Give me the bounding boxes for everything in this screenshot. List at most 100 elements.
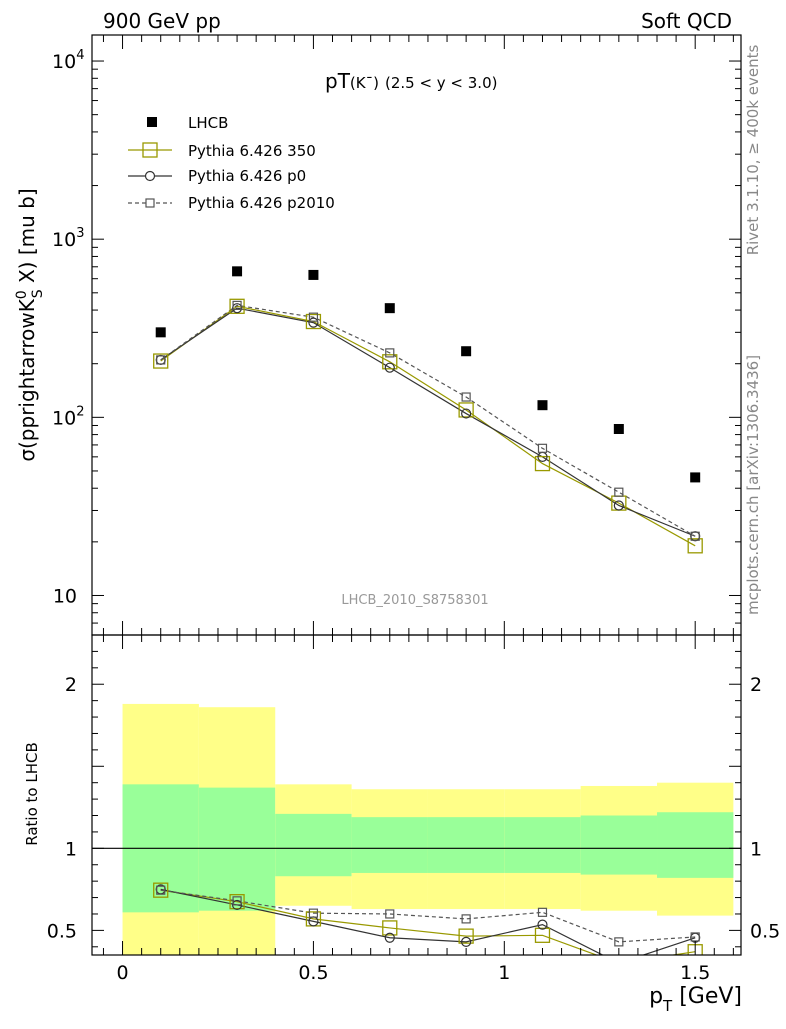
ratio-point-p2010 xyxy=(308,908,319,918)
main-point-p0 xyxy=(613,500,624,511)
main-point-p2010 xyxy=(461,392,471,402)
legend-label-p0: Pythia 6.426 p0 xyxy=(188,167,306,185)
legend-label-350: Pythia 6.426 350 xyxy=(188,142,316,160)
ratio-point-p2010 xyxy=(156,885,166,895)
ratio-point-p2010 xyxy=(614,937,624,947)
header-left: 900 GeV pp xyxy=(103,9,221,33)
main-point-p0 xyxy=(308,317,319,328)
main-point-350 xyxy=(229,298,245,314)
xlabel: pT [GeV] xyxy=(649,984,742,1015)
ratio-point-p2010 xyxy=(690,932,700,942)
ratio-point-p0 xyxy=(537,919,548,930)
ratio-band-stat xyxy=(427,817,505,873)
legend: LHCB Pythia 6.426 350 Pythia 6.426 p0 Py… xyxy=(128,114,335,212)
plot-title-range: (2.5 < y < 3.0) xyxy=(385,74,498,92)
plot-title-sub: (Kˉ) xyxy=(350,74,379,92)
ylabel-b: X) [mu b] xyxy=(15,188,39,289)
main-ytick-label: 10 xyxy=(53,585,77,607)
main-series-line xyxy=(160,305,696,547)
ratio-series-line xyxy=(160,889,696,955)
ratio-point-350 xyxy=(534,927,551,943)
ratio-point-p2010 xyxy=(537,907,548,917)
ratio-point-350 xyxy=(458,928,474,944)
main-point-lhcb xyxy=(690,472,701,483)
main-point-p2010 xyxy=(614,487,624,497)
main-point-p2010 xyxy=(232,300,242,310)
ratio-ytick-label: 2 xyxy=(65,674,77,696)
ratio-ytick-label-right: 2 xyxy=(750,674,762,696)
plot-title: pT(Kˉ) (2.5 < y < 3.0) xyxy=(325,69,497,93)
ratio-band-stat xyxy=(657,812,734,878)
ratio-frame xyxy=(91,634,742,956)
ratio-ytick-label-right: 0.5 xyxy=(750,920,780,942)
main-ytick-label: 103 xyxy=(52,226,84,251)
legend-marker-p0 xyxy=(144,170,156,182)
main-point-lhcb xyxy=(232,266,243,277)
main-point-350 xyxy=(305,313,322,330)
watermark: LHCB_2010_S8758301 xyxy=(341,593,488,608)
ylabel-a: σ(pprightarrowK xyxy=(15,298,39,461)
ratio-series-group xyxy=(153,882,703,970)
main-point-p2010 xyxy=(537,443,548,453)
xtick-label: 1.5 xyxy=(680,962,710,984)
xtick-label: 1 xyxy=(498,962,510,984)
xlabel-unit: [GeV] xyxy=(672,984,742,1009)
ratio-band-stat xyxy=(275,813,352,877)
ratio-point-350 xyxy=(229,894,245,910)
main-ylabel: σ(pprightarrowK0S X) [mu b] xyxy=(14,188,46,461)
main-ytick-label: 102 xyxy=(52,404,84,429)
xlabel-main: p xyxy=(649,984,663,1009)
ratio-point-p2010 xyxy=(461,914,471,924)
ratio-point-p0 xyxy=(614,959,623,968)
ratio-band-stat xyxy=(198,787,276,911)
main-point-lhcb xyxy=(537,400,548,411)
xlabel-sub: T xyxy=(662,997,673,1015)
xtick-label: 0.5 xyxy=(298,962,328,984)
main-point-lhcb xyxy=(384,303,395,314)
main-point-lhcb xyxy=(461,346,472,357)
main-point-p2010 xyxy=(156,355,166,365)
legend-label-p2010: Pythia 6.426 p2010 xyxy=(188,194,335,212)
ylabel-sub: S xyxy=(30,289,46,298)
ratio-series-line xyxy=(160,889,696,943)
ratio-band-stat xyxy=(504,817,581,873)
ratio-band-stat xyxy=(580,815,658,875)
ratio-ytick-label: 0.5 xyxy=(47,920,77,942)
main-point-p2010 xyxy=(308,312,319,322)
main-point-lhcb xyxy=(308,269,319,280)
main-point-p0 xyxy=(461,408,472,419)
legend-marker-p2010 xyxy=(145,198,155,208)
ratio-point-350 xyxy=(612,956,626,970)
xtick-label: 0 xyxy=(116,962,128,984)
main-point-350 xyxy=(687,538,703,554)
main-series-line xyxy=(160,307,696,537)
main-point-lhcb xyxy=(155,327,166,338)
ratio-series-line xyxy=(160,888,696,955)
mcplots-label: mcplots.cern.ch [arXiv:1306.3436] xyxy=(744,355,762,615)
plot-title-main: pT xyxy=(325,69,351,93)
ratio-ytick-label-right: 1 xyxy=(750,838,762,860)
main-point-p2010 xyxy=(690,531,700,541)
ratio-ytick-label: 1 xyxy=(65,838,77,860)
ylabel-sup: 0 xyxy=(14,290,30,299)
main-point-p2010 xyxy=(385,348,395,358)
rivet-label: Rivet 3.1.10, ≥ 400k events xyxy=(744,45,762,256)
main-point-p0 xyxy=(384,362,395,373)
ratio-point-350 xyxy=(382,920,398,936)
header-right: Soft QCD xyxy=(641,9,732,33)
legend-marker-lhcb xyxy=(147,117,157,127)
main-point-350 xyxy=(458,402,474,418)
legend-marker-350 xyxy=(142,142,158,158)
legend-label-lhcb: LHCB xyxy=(188,114,228,132)
main-point-350 xyxy=(534,455,551,472)
ratio-point-p2010 xyxy=(385,909,395,919)
ratio-band-stat xyxy=(351,817,428,873)
ratio-point-p2010 xyxy=(232,896,242,906)
main-point-lhcb xyxy=(613,423,624,434)
main-ytick-label: 104 xyxy=(52,48,84,73)
main-point-350 xyxy=(153,353,169,369)
main-point-350 xyxy=(382,354,398,370)
ratio-point-350 xyxy=(153,882,169,898)
ratio-point-p0 xyxy=(461,936,472,947)
